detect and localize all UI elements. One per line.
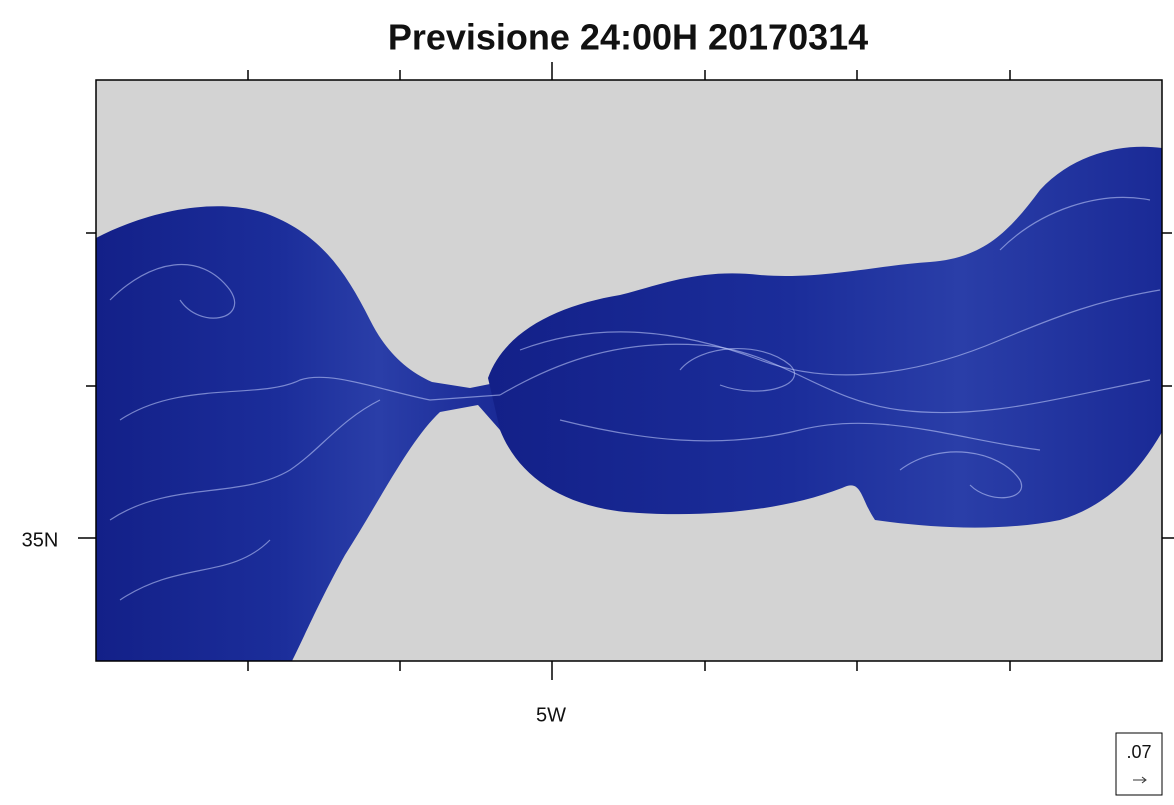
map-figure: Previsione 24:00H 20170314 35N 5W xyxy=(0,0,1174,805)
lat-label: 35N xyxy=(22,529,59,551)
reference-label: .07 xyxy=(1126,742,1151,762)
reference-vector: .07 xyxy=(1116,733,1162,795)
page: Previsione 24:00H 20170314 35N 5W xyxy=(0,0,1174,805)
map-title: Previsione 24:00H 20170314 xyxy=(388,17,868,58)
lon-label: 5W xyxy=(536,704,566,726)
